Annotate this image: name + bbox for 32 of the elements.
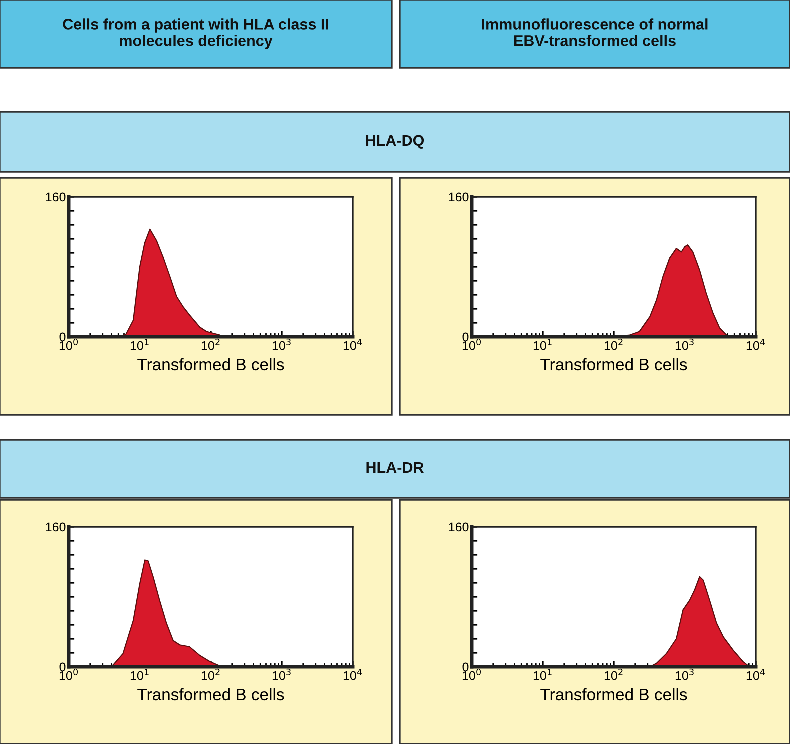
x-tick-label: 10$^{3}$ xyxy=(272,668,291,680)
x-tick-label: 10$^{1}$ xyxy=(130,668,149,680)
x-tick-label: 10$^{3}$ xyxy=(272,338,291,350)
x-tick-label: 10$^{3}$ xyxy=(676,338,694,350)
x-tick-label: 10$^{1}$ xyxy=(534,338,552,350)
x-tick-label: 10$^{2}$ xyxy=(202,338,220,350)
x-tick-label: 10$^{1}$ xyxy=(534,668,552,680)
y-tick-label: 0 xyxy=(462,332,469,342)
chart-title: Cells from a patient with HLA class II molecules deficiency xyxy=(63,18,328,50)
chart-title: Immunofluorescence of normal EBV-transformed cells xyxy=(482,18,708,46)
x-axis-title: Transformed B cells xyxy=(540,688,688,701)
y-tick-label: 160 xyxy=(449,192,469,202)
y-tick-label: 0 xyxy=(60,332,66,342)
y-tick-label: 0 xyxy=(60,662,66,672)
x-tick-label: 10$^{1}$ xyxy=(130,338,149,350)
x-axis-title: Transformed B cells xyxy=(540,358,688,371)
text: HLA-DQ xyxy=(366,135,424,149)
x-tick-label: 10$^{4}$ xyxy=(344,338,362,350)
x-tick-label: 10$^{3}$ xyxy=(676,668,694,680)
x-tick-label: 10$^{2}$ xyxy=(202,668,220,680)
y-tick-label: 160 xyxy=(46,522,66,532)
text: HLA-DR xyxy=(366,462,424,473)
x-tick-label: 10$^{4}$ xyxy=(746,338,766,350)
y-tick-label: 0 xyxy=(462,662,469,672)
x-axis-title: Transformed B cells xyxy=(138,358,284,371)
x-tick-label: 10$^{4}$ xyxy=(746,668,766,680)
x-tick-label: 10$^{4}$ xyxy=(344,668,362,680)
x-tick-label: 10$^{2}$ xyxy=(604,668,623,680)
x-axis-title: Transformed B cells xyxy=(138,688,284,701)
y-tick-label: 160 xyxy=(449,522,469,532)
x-tick-label: 10$^{2}$ xyxy=(604,338,623,350)
y-tick-label: 160 xyxy=(46,192,66,202)
